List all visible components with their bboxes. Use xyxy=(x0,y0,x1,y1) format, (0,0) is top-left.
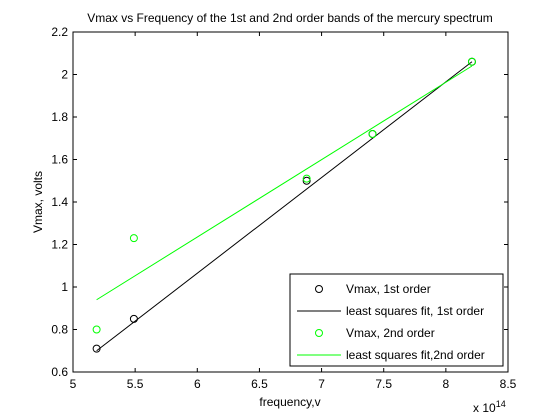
legend-marker-sample xyxy=(315,285,323,293)
data-point xyxy=(129,234,138,243)
x-tick-label: 8 xyxy=(443,377,450,391)
legend-box xyxy=(289,273,504,367)
data-point xyxy=(92,325,101,334)
data-point xyxy=(302,174,311,183)
x-axis-label: frequency,v xyxy=(259,395,320,409)
y-tick-label: 1.4 xyxy=(51,195,68,209)
x-tick-label: 6.5 xyxy=(251,377,268,391)
axis-ticks: 5 5.5 6 6.5 7 7.5 8 8.5 0.6 0.8 1 1.2 1.4 1.6 1.8 2 2.2 xyxy=(51,25,516,391)
legend: Vmax, 1st order least squares fit, 1st or… xyxy=(289,273,504,367)
data-point xyxy=(302,176,311,185)
x-axis-exponent: x 1014 xyxy=(473,399,506,415)
legend-label: Vmax, 1st order xyxy=(346,282,431,296)
y-tick-label: 1.8 xyxy=(51,110,68,124)
y-tick-label: 0.8 xyxy=(51,323,68,337)
y-tick-label: 2.2 xyxy=(51,25,68,39)
series-layer xyxy=(92,57,476,353)
y-tick-label: 1.2 xyxy=(51,238,68,252)
x-exponent-power: 14 xyxy=(496,399,506,409)
fit-line-3 xyxy=(96,65,473,301)
x-tick-label: 5.5 xyxy=(127,377,144,391)
legend-label: least squares fit, 1st order xyxy=(346,304,484,318)
legend-marker-sample xyxy=(315,329,323,337)
data-point xyxy=(368,130,377,138)
legend-label: Vmax, 2nd order xyxy=(346,326,435,340)
x-tick-label: 8.5 xyxy=(500,377,517,391)
x-tick-label: 7 xyxy=(318,377,325,391)
data-point xyxy=(467,57,476,66)
y-tick-label: 1.6 xyxy=(51,153,68,167)
y-tick-label: 0.6 xyxy=(51,365,68,379)
x-tick-label: 6 xyxy=(194,377,201,391)
chart-title: Vmax vs Frequency of the 1st and 2nd ord… xyxy=(87,11,493,25)
x-exponent-base: x 10 xyxy=(473,401,496,415)
x-tick-label: 5 xyxy=(70,377,77,391)
y-axis-label: Vmax, volts xyxy=(31,171,45,233)
y-tick-label: 2 xyxy=(61,68,68,82)
fit-line-1 xyxy=(96,61,473,352)
legend-label: least squares fit,2nd order xyxy=(346,348,485,362)
y-tick-label: 1 xyxy=(61,280,68,294)
x-tick-label: 7.5 xyxy=(375,377,392,391)
